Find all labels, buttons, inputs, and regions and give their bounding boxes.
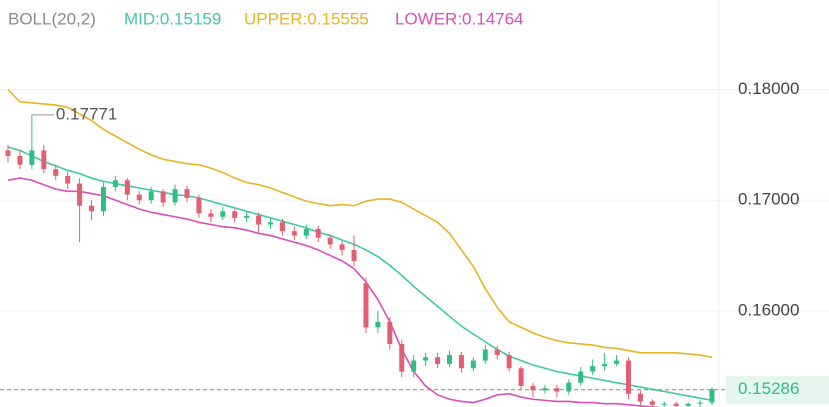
candle-body [268, 222, 274, 225]
candle-body [399, 343, 405, 372]
candle-body [100, 186, 106, 212]
candle-body [542, 388, 548, 391]
candle-body [256, 215, 262, 225]
candle-body [196, 197, 202, 214]
last-price-box [726, 375, 829, 404]
candle-body [53, 169, 59, 176]
candle-body [327, 237, 333, 245]
candle-body [160, 191, 166, 203]
candle-body [291, 231, 297, 236]
candle-body [279, 222, 285, 232]
boll-line [7, 177, 662, 407]
indicator-label: BOLL(20,2) [8, 9, 96, 28]
upper-label: UPPER:0.15555 [244, 9, 369, 28]
candle-body [673, 403, 679, 406]
candle-body [566, 382, 572, 392]
last-price-label: 0.15286 [738, 379, 799, 398]
candle-body [602, 363, 608, 367]
candle-body [482, 349, 488, 361]
candle-body [387, 321, 393, 344]
boll-line [7, 89, 713, 359]
candle-body [446, 355, 452, 364]
candle-body [423, 357, 429, 361]
candle-body [518, 368, 524, 386]
candle-body [244, 215, 250, 218]
candle-body [232, 211, 238, 218]
candle-body [220, 211, 226, 217]
candle-body [494, 349, 500, 356]
candle-body [5, 150, 11, 156]
candle-body [614, 360, 620, 364]
candle-body [124, 180, 130, 195]
candle-body [89, 205, 95, 212]
candle-body [506, 355, 512, 369]
candle-body [172, 189, 178, 203]
candle-body [184, 189, 190, 198]
candle-body [411, 360, 417, 372]
candle-body [77, 183, 83, 206]
candle-body [685, 403, 691, 406]
mid-label: MID:0.15159 [124, 9, 221, 28]
candle-body [351, 249, 357, 262]
candle-body [29, 150, 35, 165]
lower-label: LOWER:0.14764 [395, 9, 524, 28]
candle-body [649, 401, 655, 405]
candle-body [590, 366, 596, 372]
candle-body [458, 355, 464, 369]
candle-body [375, 321, 381, 328]
candle-body [435, 357, 441, 364]
candle-body [136, 194, 142, 201]
candle-body [470, 360, 476, 369]
candle-body [637, 393, 643, 402]
y-tick-label: 0.18000 [738, 79, 799, 98]
candle-body [339, 244, 345, 250]
candle-body [41, 150, 47, 170]
candle-body [709, 389, 715, 403]
candle-body [530, 385, 536, 391]
candle-body [112, 180, 118, 187]
high-marker-label: 0.17771 [56, 104, 117, 123]
candle-body [17, 155, 23, 165]
candle-body [148, 191, 154, 201]
y-tick-label: 0.17000 [738, 190, 799, 209]
candle-body [65, 175, 71, 184]
candle-body [208, 213, 214, 217]
candle-body [363, 283, 369, 328]
candle-body [697, 402, 703, 404]
candle-body [578, 371, 584, 383]
candle-body [661, 403, 667, 405]
candle-body [315, 228, 321, 238]
candle-body [625, 360, 631, 394]
candle-body [303, 228, 309, 236]
y-tick-label: 0.16000 [738, 300, 799, 319]
